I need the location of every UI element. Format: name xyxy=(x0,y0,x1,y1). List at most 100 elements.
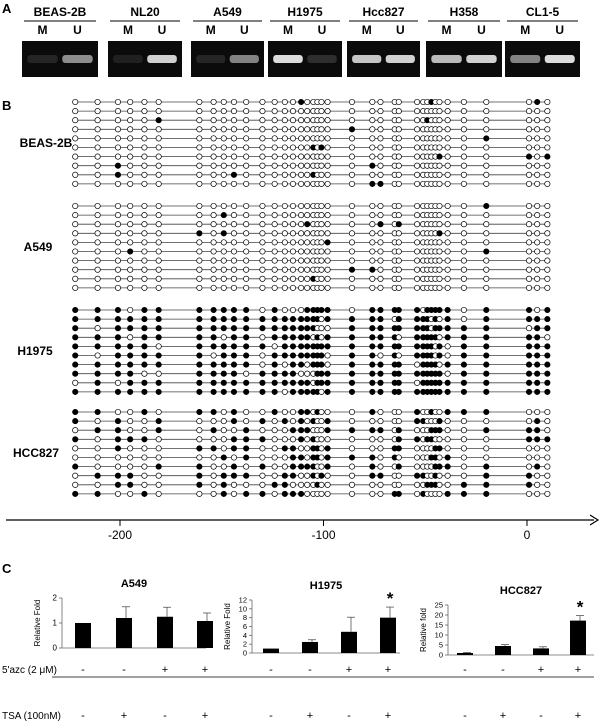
cpg-unmethylated xyxy=(436,436,443,443)
cpg-unmethylated xyxy=(127,418,134,425)
cpg-unmethylated xyxy=(281,248,288,255)
cpg-unmethylated xyxy=(483,98,490,106)
treatment-sign-5azc: + xyxy=(575,664,581,676)
cpg-methylated xyxy=(114,436,122,443)
cpg-unmethylated xyxy=(141,266,148,273)
cpg-unmethylated xyxy=(230,266,238,273)
cpg-methylated xyxy=(414,436,421,443)
cpg-unmethylated xyxy=(298,144,305,151)
cpg-unmethylated xyxy=(544,418,551,425)
cpg-methylated xyxy=(348,361,356,368)
cpg-methylated xyxy=(141,361,148,368)
cpg-unmethylated xyxy=(436,275,443,282)
cpg-methylated xyxy=(127,316,134,323)
band-m xyxy=(510,55,541,63)
cpg-unmethylated xyxy=(72,257,79,264)
cpg-unmethylated xyxy=(395,352,402,359)
cpg-unmethylated xyxy=(369,171,376,178)
cpg-methylated xyxy=(377,180,384,187)
cpg-unmethylated xyxy=(318,153,325,160)
cpg-methylated xyxy=(444,463,451,470)
cpg-unmethylated xyxy=(534,445,541,452)
cpg-methylated xyxy=(460,334,467,341)
cpg-unmethylated xyxy=(281,436,288,443)
cpg-unmethylated xyxy=(155,490,162,497)
x-axis-arrow xyxy=(589,514,600,526)
cpg-unmethylated xyxy=(298,221,305,228)
cpg-unmethylated xyxy=(318,239,325,246)
cpg-unmethylated xyxy=(483,239,490,246)
cpg-unmethylated xyxy=(114,180,122,187)
cpg-unmethylated xyxy=(210,257,217,264)
cpg-methylated xyxy=(525,436,533,443)
cpg-unmethylated xyxy=(324,117,331,124)
cpg-unmethylated xyxy=(281,202,288,210)
cpg-unmethylated xyxy=(259,454,266,461)
cpg-unmethylated xyxy=(298,275,305,282)
y-tick-label: 2 xyxy=(53,594,58,603)
cpg-unmethylated xyxy=(444,126,451,133)
cpg-methylated xyxy=(395,490,402,497)
y-tick-label: 8 xyxy=(243,613,247,622)
cpg-unmethylated xyxy=(318,418,325,425)
chart-title: HCC827 xyxy=(500,585,542,597)
cpg-methylated xyxy=(127,472,134,479)
y-tick-label: 1 xyxy=(53,619,58,628)
cpg-methylated xyxy=(114,316,122,323)
cpg-methylated xyxy=(114,388,122,395)
cpg-unmethylated xyxy=(348,481,356,488)
cpg-methylated xyxy=(483,316,490,323)
cell-line-label: A549 xyxy=(213,5,242,19)
cpg-methylated xyxy=(369,162,376,169)
cpg-unmethylated xyxy=(243,108,250,115)
cpg-unmethylated xyxy=(196,248,203,255)
cpg-unmethylated xyxy=(460,427,467,434)
cpg-unmethylated xyxy=(483,171,490,178)
cpg-unmethylated xyxy=(259,445,266,452)
cpg-unmethylated xyxy=(281,275,288,282)
cpg-unmethylated xyxy=(196,427,203,434)
cpg-unmethylated xyxy=(243,162,250,169)
cpg-unmethylated xyxy=(94,266,101,273)
cpg-unmethylated xyxy=(460,212,467,219)
cpg-unmethylated xyxy=(289,284,297,291)
cpg-unmethylated xyxy=(127,257,134,264)
cpg-methylated xyxy=(525,352,533,359)
cpg-unmethylated xyxy=(348,162,356,169)
cpg-unmethylated xyxy=(460,230,467,237)
cpg-unmethylated xyxy=(281,98,288,106)
cpg-unmethylated xyxy=(436,408,443,416)
cpg-unmethylated xyxy=(304,257,311,264)
cpg-methylated xyxy=(318,144,325,151)
cpg-unmethylated xyxy=(210,490,217,497)
cpg-unmethylated xyxy=(460,108,467,115)
cpg-unmethylated xyxy=(444,427,451,434)
cpg-unmethylated xyxy=(243,212,250,219)
cpg-unmethylated xyxy=(210,472,217,479)
cpg-methylated xyxy=(72,388,79,395)
cpg-unmethylated xyxy=(281,221,288,228)
y-tick-label: 10 xyxy=(239,604,247,613)
cpg-unmethylated xyxy=(414,153,421,160)
cpg-methylated xyxy=(281,316,288,323)
cpg-methylated xyxy=(243,436,250,443)
cpg-unmethylated xyxy=(141,117,148,124)
cpg-unmethylated xyxy=(414,126,421,133)
cpg-unmethylated xyxy=(544,490,551,497)
cpg-methylated xyxy=(369,306,376,314)
cpg-unmethylated xyxy=(304,239,311,246)
sample-label: BEAS-2B xyxy=(20,136,73,150)
cpg-methylated xyxy=(127,361,134,368)
cpg-methylated xyxy=(304,427,311,434)
cpg-unmethylated xyxy=(94,108,101,115)
cpg-methylated xyxy=(318,472,325,479)
cpg-unmethylated xyxy=(304,108,311,115)
cpg-methylated xyxy=(414,343,421,350)
cpg-unmethylated xyxy=(243,370,250,377)
cpg-unmethylated xyxy=(414,379,421,386)
cpg-unmethylated xyxy=(525,221,533,228)
cpg-unmethylated xyxy=(395,472,402,479)
cpg-unmethylated xyxy=(196,153,203,160)
cpg-methylated xyxy=(243,343,250,350)
cpg-unmethylated xyxy=(324,230,331,237)
